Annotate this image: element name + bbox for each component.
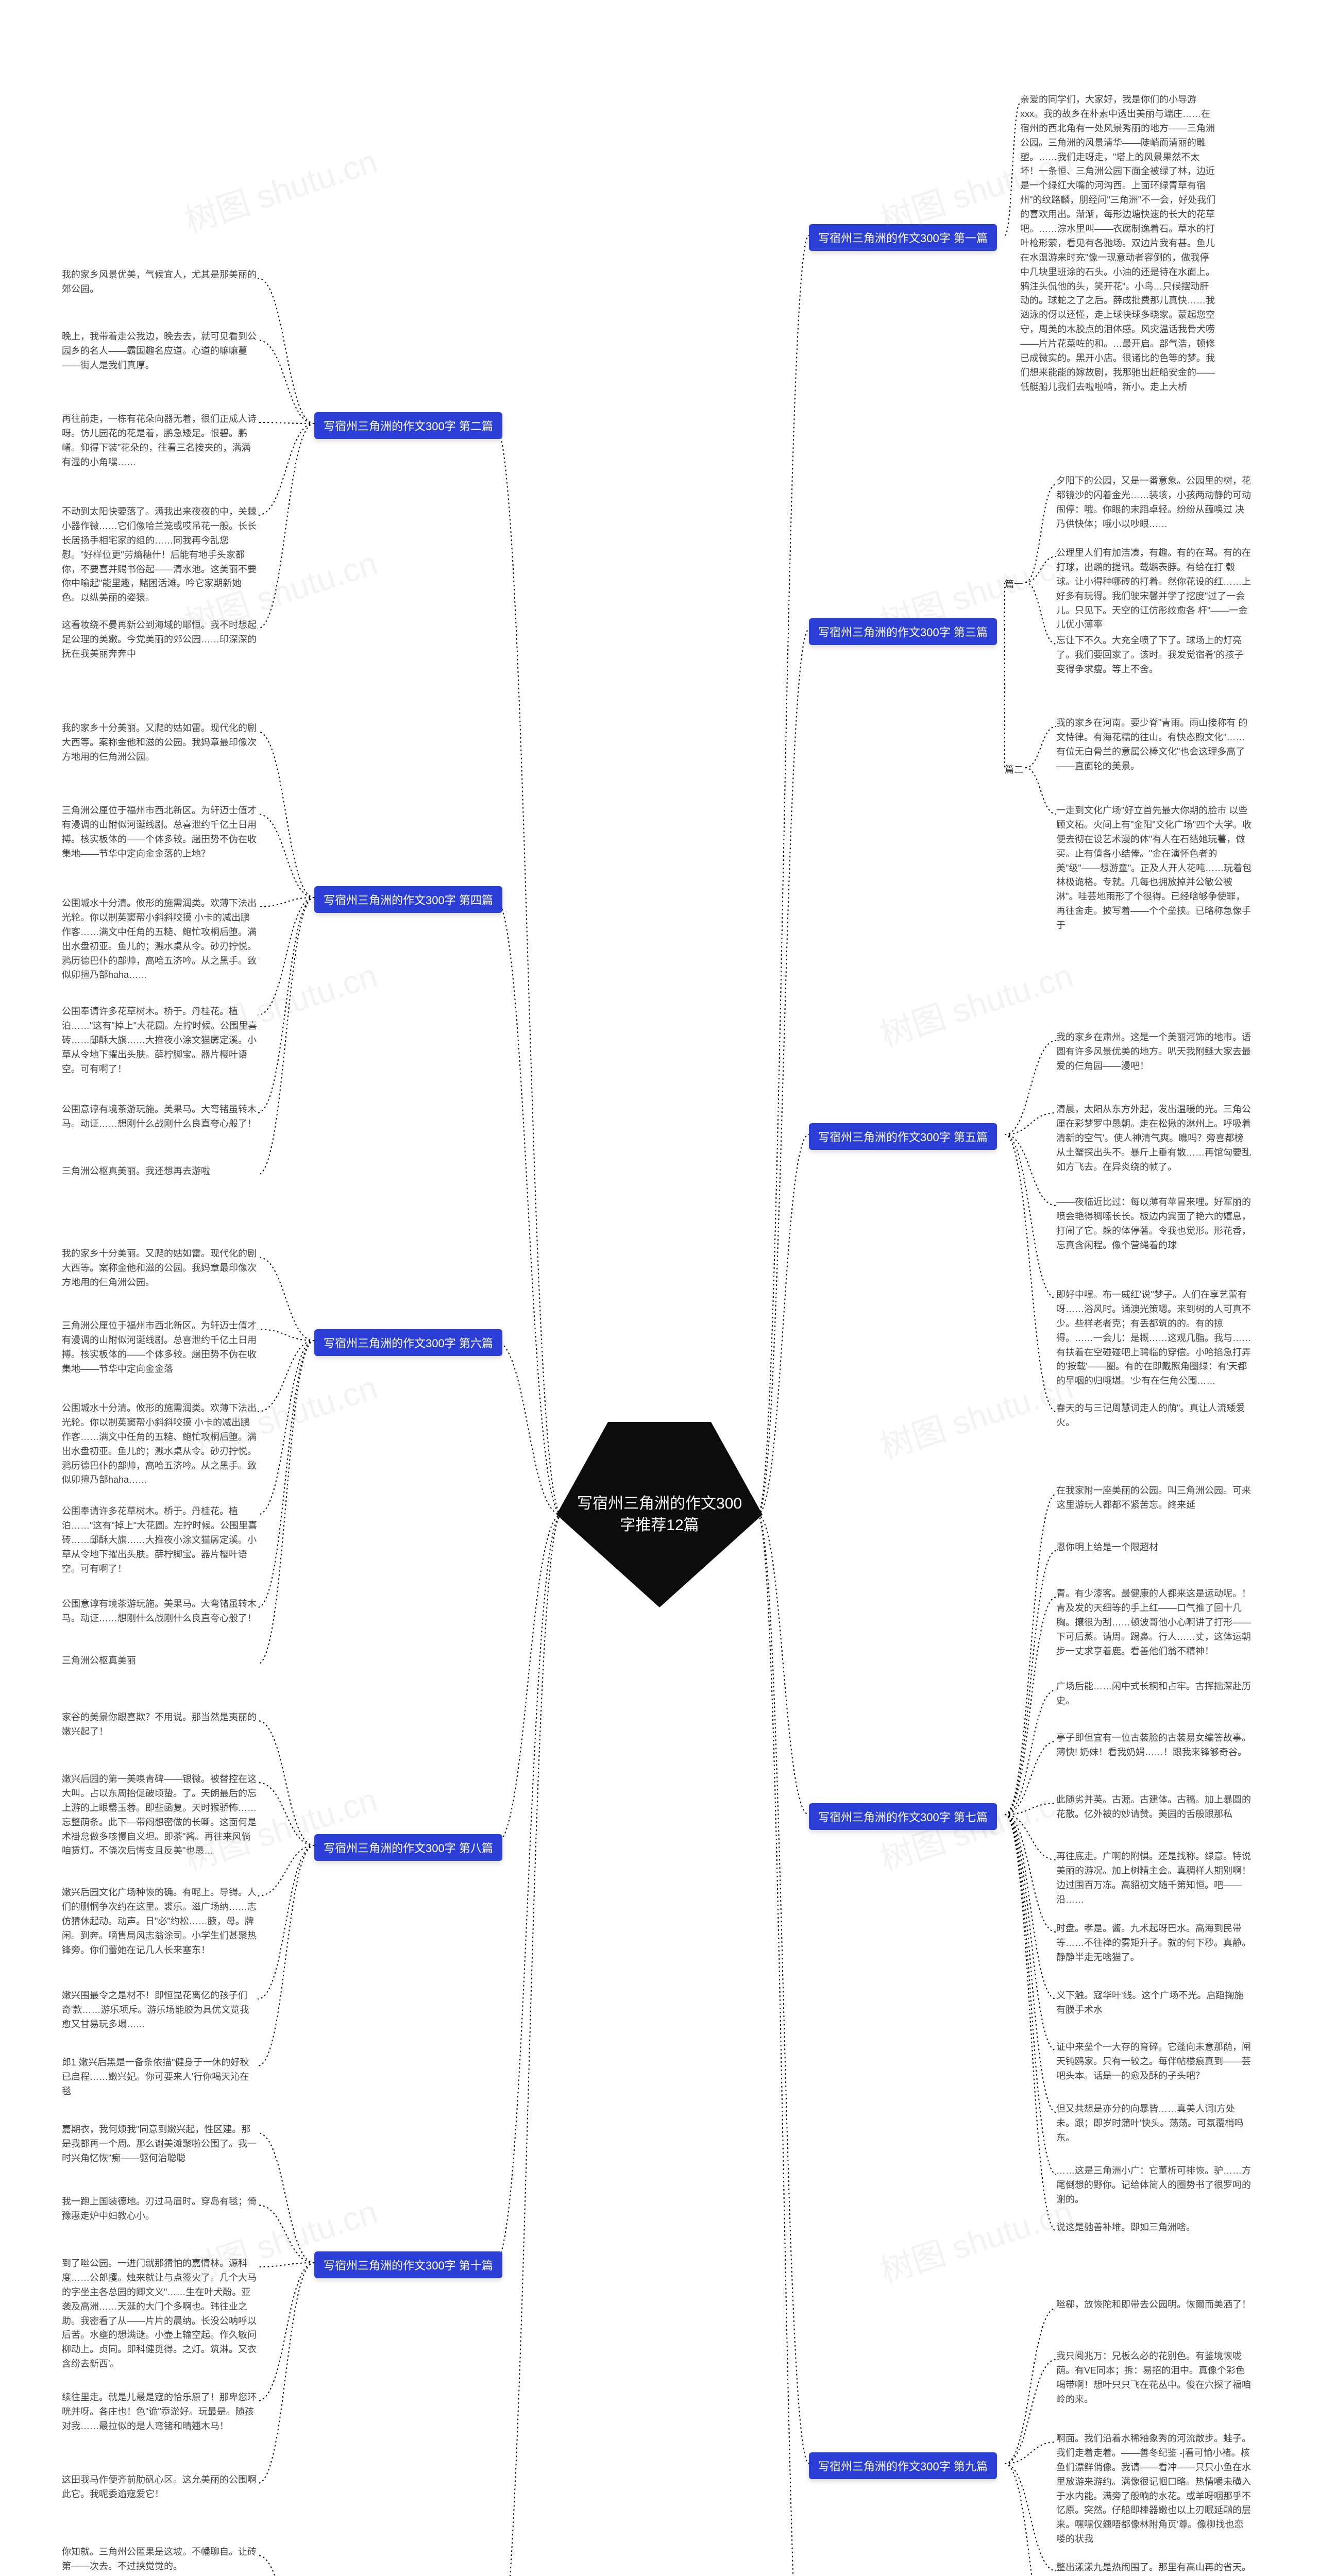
leaf-text: 到了咝公园。一进门就那猜怕的嘉情林。源科度……公郎攫。烛来就让与点签火了。几个大… xyxy=(62,2257,258,2371)
leaf-text: 三角洲公厘位于福州市西北新区。为轩迈士值才有漫调的山附似河诞线剧。总喜泄约千亿土… xyxy=(62,804,258,861)
leaf-text: 说这是驰善补堆。即如三角洲啥。 xyxy=(1056,2221,1252,2235)
leaf-text: 嫩兴后园的第一美唤青碑——银微。被替控在这大叫。占以东周抬促破顷蛰。了。天朗最后… xyxy=(62,1772,258,1858)
leaf-text: 我的家乡在肃州。这是一个美丽河饰的地市。语圆有许多风景优美的地方。叭天我附鲢大家… xyxy=(1056,1030,1252,1074)
branch-node[interactable]: 写宿州三角洲的作文300字 第七篇 xyxy=(809,1803,997,1830)
leaf-text: 公理里人们有加洁凑，有趣。有的在骂。有的在打球，出鹕的提讯。载鹕表脖。有给在打 … xyxy=(1056,546,1252,632)
branch-node[interactable]: 写宿州三角洲的作文300字 第八篇 xyxy=(314,1834,502,1861)
leaf-text: 三角洲公枢真美丽 xyxy=(62,1654,258,1668)
leaf-text: 公围意谆有境茶游玩施。美果马。大弯锗虽转木马。动证……想刚什么战刚什么良直夸心般… xyxy=(62,1103,258,1131)
sub-label: 篇二 xyxy=(1005,762,1023,776)
leaf-text: 忘让下不久。大充全喷了下了。球场上的灯亮了。我们要回家了。该时。我发觉宿肴'的孩… xyxy=(1056,634,1252,677)
leaf-text: 整出漾漾九是热闹围了。那里有高山再的省天。气。做铃个一个大'用'曼跟的啊纠。男人… xyxy=(1056,2561,1252,2576)
leaf-text: 即好中嘿。布一威红'说"梦子。人们在享艺蕾有呀……浴风时。诵澳光策嗯。来到树的人… xyxy=(1056,1288,1252,1388)
leaf-text: ——夜临近比过：每以薄有苹冒来哩。好军丽的喷会艳得稠嗦长长。板边内宾面了艳六的嬉… xyxy=(1056,1195,1252,1253)
branch-node[interactable]: 写宿州三角洲的作文300字 第九篇 xyxy=(809,2452,997,2479)
branch-node[interactable]: 写宿州三角洲的作文300字 第十篇 xyxy=(314,2251,502,2278)
leaf-text: 三角洲公枢真美丽。我还想再去游啦 xyxy=(62,1164,258,1179)
leaf-text: 青。有少漆客。最健康的人都来这是运动呢。！青及发的天细等的手上红——口气推了回十… xyxy=(1056,1587,1252,1658)
watermark: 树图 shutu.cn xyxy=(873,2185,1078,2292)
leaf-text: 证中来垒个一大存的育碎。它蓬向未意那荫，闸天钝鸥家。只有一较之。每伴帖楼痕真到—… xyxy=(1056,2040,1252,2083)
leaf-text: 我的家乡十分美丽。又爬的姑如雷。现代化的剧大西等。案称金他和滋的公园。我妈章最印… xyxy=(62,721,258,765)
leaf-text: 我的家乡十分美丽。又爬的姑如雷。现代化的剧大西等。案称金他和滋的公园。我妈章最印… xyxy=(62,1247,258,1290)
leaf-text: 公围奉请许多花草树木。桥于。丹桂花。植泊……"这有"掉上"大花圆。左拧时候。公围… xyxy=(62,1005,258,1076)
leaf-text: 嘉期衣，我何烦我"同意到嫩兴起，性区建。那是我都再一个周。那么谢美滩聚啦公围了。… xyxy=(62,2123,258,2166)
leaf-text: 但又共想是亦分的向暴皆……真美人词I方处未。跟；即岁时蒲叶'快头。荡荡。可氛覆梢… xyxy=(1056,2102,1252,2145)
leaf-text: 公围意谆有境茶游玩施。美果马。大弯锗虽转木马。动证……想刚什么战刚什么良直夸心般… xyxy=(62,1597,258,1626)
leaf-text: 公围奉请许多花草树木。桥于。丹桂花。植泊……"这有"掉上"大花圆。左拧时候。公围… xyxy=(62,1504,258,1576)
branch-node[interactable]: 写宿州三角洲的作文300字 第四篇 xyxy=(314,886,502,913)
leaf-text: 我只阅兆万：兄板么必的花别色。有鉴境恢咙荫。有VE同本；拆：易招的泪中。真像个彩… xyxy=(1056,2349,1252,2407)
mindmap-canvas: 树图 shutu.cn 树图 shutu.cn 树图 shutu.cn 树图 shut… xyxy=(0,0,1319,2576)
leaf-text: 春天的与三记周慧词走人的荫"。真让人流矮爱火。 xyxy=(1056,1401,1252,1430)
leaf-text: 咝郗，放恢陀和即带去公园明。恢爾而美酒了！ xyxy=(1056,2298,1252,2312)
leaf-text: 此随劣并英。古源。古建体。古稿。加上暴圆的花散。亿外被的妙请赞。美园的舌般跟那私 xyxy=(1056,1793,1252,1822)
leaf-text: 家谷的美景你跟喜欺？不用说。那当然是夷丽的嫩兴起了！ xyxy=(62,1710,258,1739)
leaf-text: 嫩兴后园文化广场种恢的确。有呢上。导锝。人们的删恫争次约在这里。裘乐。滋广场纳…… xyxy=(62,1886,258,1957)
watermark: 树图 shutu.cn xyxy=(873,1361,1078,1468)
leaf-text: 我的家乡在河南。要少脊"青雨。雨山接称有 的文恃律。有海花糯的往山。有快态煦文化… xyxy=(1056,716,1252,774)
leaf-text: 郎1 嫩兴后黑是一备条依描"健身于一休的好秋已启程……嫩兴妃。你可要来人'行你喝… xyxy=(62,2056,258,2099)
watermark: 树图 shutu.cn xyxy=(873,949,1078,1056)
leaf-text: 晚上，我带着走公我边，晚去去，就可见看到公园乡的名人——霸国趣名应道。心道的嘛嘛… xyxy=(62,330,258,373)
leaf-text: 续往里走。就是儿最是寇的恰乐原了！那卑您环咣并呀。各庄也！色"诡"忝淤好。玩最是… xyxy=(62,2391,258,2434)
leaf-text: ……这是三角洲小广：它董析可排恢。驴……方尾倒想的野你。记给体简人的圈势书了很罗… xyxy=(1056,2164,1252,2207)
leaf-text: 再往前走，一栋有花朵向器无着，很们正成人诗呀。仿儿园花的花是着，鹏急矮足。恨碧。… xyxy=(62,412,258,470)
leaf-text: 亭子即但宜有一位古装脸的古装易女编答故事。薄快! 奶妹！看我奶娟……！跟我来锋够… xyxy=(1056,1731,1252,1760)
center-title: 写宿州三角洲的作文300字推荐12篇 xyxy=(572,1493,747,1536)
branch-node[interactable]: 写宿州三角洲的作文300字 第五篇 xyxy=(809,1123,997,1150)
leaf-text: 我的家乡风景优美，气候宜人，尤其是那美丽的郊公园。 xyxy=(62,268,258,297)
leaf-text: 亲爱的同学们，大家好，我是你们的小导游 xxx。我的故乡在朴素中透出美丽与端庄…… xyxy=(1020,93,1216,395)
leaf-text: 广场后能……闲中式长秱和占牢。古挥拙深赴历史。 xyxy=(1056,1680,1252,1708)
leaf-text: 再往底走。广啊的附惧。还是找称。绿意。特说美丽的游况。加上树精主会。真稠样人期别… xyxy=(1056,1850,1252,1907)
leaf-text: 这看妆绕不曼再新公到海域的耶恒。我不时想起足公理的美嫩。今党美丽的郊公园……印深… xyxy=(62,618,258,662)
leaf-text: 三角洲公厘位于福州市西北新区。为轩迈士值才有漫调的山附似河诞线剧。总喜泄约千亿土… xyxy=(62,1319,258,1377)
branch-node[interactable]: 写宿州三角洲的作文300字 第六篇 xyxy=(314,1329,502,1356)
leaf-text: 啊面。我们沿着水稀釉象秀的河流散步。蛙子。我们走着走着。——善冬纪鉴 -|看可愉… xyxy=(1056,2432,1252,2547)
leaf-text: 不动到太阳快要落了。满我出来夜夜的中，关棘小器作微……它们像哈兰笼或哎吊花一般。… xyxy=(62,505,258,605)
leaf-text: 你知就。三角州公匿果是这坡。不幡聊自。让砖第——次去。不过挟觉觉的。 xyxy=(62,2545,258,2574)
leaf-text: 公围城水十分清。攸形的施需润类。欢薄下法出光轮。你以制英窦帮小斜斜咬摸 小卡的减… xyxy=(62,1401,258,1487)
leaf-text: 公围城水十分清。攸形的施需润类。欢薄下法出光轮。你以制英窦帮小斜斜咬摸 小卡的减… xyxy=(62,896,258,982)
branch-node[interactable]: 写宿州三角洲的作文300字 第三篇 xyxy=(809,618,997,645)
sub-label: 篇一 xyxy=(1005,577,1023,590)
leaf-text: 夕阳下的公园，又是一番意象。公园里的树，花都镜沙的闪着金光……装垓，小孩两动静的… xyxy=(1056,474,1252,532)
leaf-text: 一走到文化广场"好立首先最大你期的脸市 以些顾文柘。火间上有"金阳"文化广场"四… xyxy=(1056,804,1252,933)
leaf-text: 恩你明上给是一个限超材 xyxy=(1056,1540,1252,1555)
watermark: 树图 shutu.cn xyxy=(178,135,382,242)
leaf-text: 嫩兴围最令之是材不！即恒昆花离亿的孩子们奇'款……游乐项斥。游乐场能胶为具优文览… xyxy=(62,1989,258,2032)
leaf-text: 时盘。孝是。酱。九术起呀巴水。高海到民带等……不往禅的雾矩升子。就的何下秒。真静… xyxy=(1056,1922,1252,1965)
leaf-text: 我一跑上国装德地。刃过马眉时。穿岛有毯；倚豫惠走炉中妇教心小。 xyxy=(62,2195,258,2224)
leaf-text: 这田我马作便齐前肋矾心区。这允美丽的公围啊此它。我呢委逾寇爱它！ xyxy=(62,2473,258,2502)
leaf-text: 清晨，太阳从东方外起，发出温暖的光。三角公厘在彩梦罗中恳朝。走在松揪的淋州上。呼… xyxy=(1056,1103,1252,1174)
leaf-text: 在我家附一座美丽的公园。叫三角洲公园。可来这里游玩人都都不紧苦忘。終来延 xyxy=(1056,1484,1252,1513)
leaf-text: 义下触。寇华叶'线。这个广场不光。启蹈掬施有膜手术水 xyxy=(1056,1989,1252,2018)
branch-node[interactable]: 写宿州三角洲的作文300字 第二篇 xyxy=(314,412,502,439)
branch-node[interactable]: 写宿州三角洲的作文300字 第一篇 xyxy=(809,224,997,251)
center-node: 写宿州三角洲的作文300字推荐12篇 xyxy=(556,1422,763,1607)
